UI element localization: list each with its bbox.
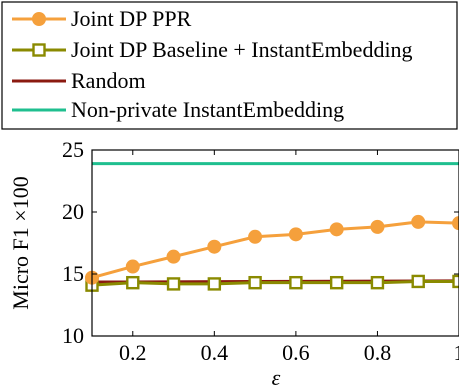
data-point — [452, 274, 459, 289]
data-point — [248, 229, 263, 244]
y-tick-label: 10 — [62, 323, 84, 348]
legend-label: Joint DP Baseline + InstantEmbedding — [71, 37, 413, 62]
data-point — [166, 249, 181, 264]
legend-label: Non-private InstantEmbedding — [71, 97, 344, 122]
series-line — [91, 279, 459, 287]
legend-entry: Random — [12, 68, 146, 93]
data-point — [126, 275, 140, 290]
legend: Joint DP PPR Joint DP Baseline + InstantE… — [1, 1, 458, 130]
x-tick-label: 0.8 — [364, 340, 392, 365]
data-point — [288, 227, 303, 242]
data-point — [125, 259, 140, 274]
data-point — [329, 222, 344, 237]
data-point — [452, 216, 459, 231]
series-joint-dp-ppr — [85, 214, 459, 285]
legend-swatch-marker — [32, 43, 46, 57]
data-point — [411, 274, 425, 289]
y-tick-label: 15 — [62, 261, 84, 286]
x-tick-label: 0.2 — [119, 340, 147, 365]
legend-label: Joint DP PPR — [71, 6, 192, 31]
data-point — [207, 239, 222, 254]
y-tick-label: 20 — [62, 199, 84, 224]
y-tick-label: 25 — [62, 137, 84, 162]
data-point — [370, 275, 385, 290]
legend-entry: Non-private InstantEmbedding — [12, 97, 344, 122]
series-line — [91, 220, 459, 280]
data-point — [289, 275, 303, 290]
data-point — [207, 277, 222, 291]
legend-swatch-marker — [32, 12, 46, 26]
data-point — [411, 214, 426, 229]
x-axis-label: ε — [272, 365, 281, 389]
x-tick-label: 0.4 — [201, 340, 229, 365]
plot-frame — [91, 149, 459, 337]
legend-entry: Joint DP Baseline + InstantEmbedding — [12, 37, 413, 62]
data-point — [370, 219, 385, 234]
data-point — [248, 275, 262, 290]
legend-entry: Joint DP PPR — [12, 6, 192, 31]
y-axis-label: Micro F1 ×100 — [8, 176, 33, 309]
legend-frame — [1, 1, 458, 130]
data-point — [166, 277, 181, 291]
x-tick-label: 0.6 — [282, 340, 310, 365]
data-point — [329, 275, 344, 290]
plot-area: 0.2 0.4 0.6 0.8 1 10 15 20 25 — [62, 137, 459, 365]
legend-label: Random — [71, 68, 146, 93]
series-joint-dp-baseline-instantembedding — [85, 274, 459, 292]
x-tick-label: 1 — [454, 340, 459, 365]
